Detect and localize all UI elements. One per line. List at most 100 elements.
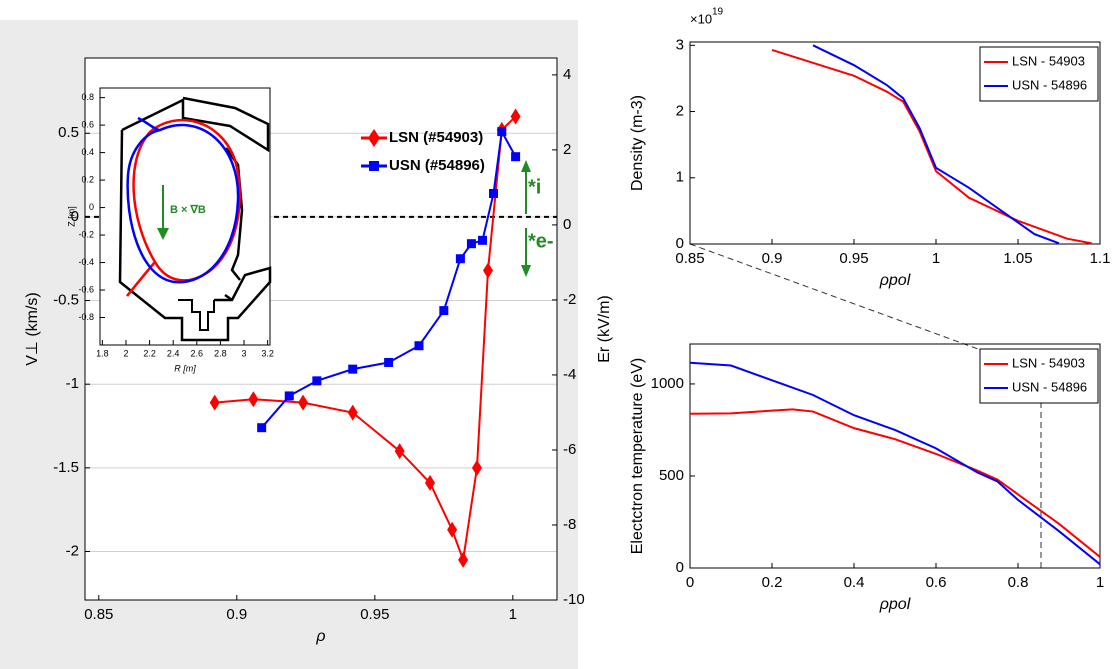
y-tick-label: 2 xyxy=(676,103,684,120)
x-tick-label: 0.2 xyxy=(762,574,783,591)
legend-label: LSN (#54903) xyxy=(389,129,483,146)
y-tick-label: -0.5 xyxy=(53,292,79,309)
marker xyxy=(466,239,476,249)
y-tick-label: 0 xyxy=(676,559,684,576)
chart: 1.8 2 2.2 2.4 2.6 2.8 3 3.2 -0.8 -0.6 -0.4 -0.2 0 0.2… xyxy=(66,87,274,373)
y-axis-label: Density (m-3) xyxy=(629,95,646,191)
marker xyxy=(458,551,469,568)
x-tick-label: 0.95 xyxy=(360,606,389,623)
marker xyxy=(298,394,309,411)
annotation: B × ∇B xyxy=(170,204,206,216)
x-tick-label: 2.2 xyxy=(143,348,156,358)
marker xyxy=(510,108,521,125)
y-tick-label: -1 xyxy=(66,375,79,392)
y-tick-label: 500 xyxy=(659,467,684,484)
legend-marker xyxy=(368,129,380,147)
legend-box xyxy=(979,46,1099,102)
marker xyxy=(348,364,358,374)
plot-frame xyxy=(689,41,1101,245)
inset-bg xyxy=(100,88,270,345)
y-tick-label: 1 xyxy=(676,169,684,186)
x-tick-label: 0.95 xyxy=(839,250,868,267)
marker xyxy=(447,521,458,538)
plot-frame xyxy=(99,87,271,346)
marker xyxy=(497,127,507,137)
y-tick-label: -0.4 xyxy=(78,257,94,267)
y-axis-label: Z [m] xyxy=(66,206,76,227)
marker xyxy=(482,262,493,279)
y2-tick-label: -2 xyxy=(563,291,576,308)
y-tick-label: 0 xyxy=(89,202,94,212)
y-tick-label: 0.5 xyxy=(58,124,79,141)
y-tick-label: 0.8 xyxy=(81,92,94,102)
x-tick-label: 0 xyxy=(686,574,694,591)
x-axis-label: ρ xyxy=(315,628,325,645)
marker xyxy=(511,152,521,162)
marker xyxy=(425,474,436,491)
y2-tick-label: 0 xyxy=(563,216,571,233)
x-tick-label: 0.4 xyxy=(844,574,865,591)
usn-separatrix xyxy=(126,116,240,284)
y-tick-label: -1.5 xyxy=(53,459,79,476)
x-tick-label: 2 xyxy=(123,348,128,358)
y2-tick-label: -10 xyxy=(563,591,585,608)
marker xyxy=(284,391,294,401)
y-tick-label: 0.2 xyxy=(81,174,94,184)
x-tick-label: 3 xyxy=(242,348,247,358)
series-line xyxy=(771,48,1092,245)
x-tick-label: 0.8 xyxy=(1008,574,1029,591)
marker xyxy=(489,189,499,198)
marker xyxy=(439,306,449,316)
x-tick-label: 0.9 xyxy=(762,250,783,267)
y2-tick-label: 2 xyxy=(563,141,571,158)
series-line xyxy=(812,44,1060,245)
x-tick-label: 0.6 xyxy=(926,574,947,591)
x-tick-label: 2.6 xyxy=(191,348,204,358)
y2-tick-label: 4 xyxy=(563,66,571,83)
marker xyxy=(455,254,465,264)
x-axis-label: ρpol xyxy=(879,272,911,289)
marker xyxy=(394,443,405,460)
y-tick-label: -0.8 xyxy=(78,312,94,322)
x-tick-label: 1 xyxy=(1096,574,1104,591)
plot-frame xyxy=(689,343,1101,569)
y2-axis-label: Er (kV/m) xyxy=(596,295,613,363)
series-line xyxy=(689,361,1101,566)
marker xyxy=(384,357,394,367)
vessel-wall xyxy=(118,96,272,342)
annotation: *e- xyxy=(528,230,554,252)
x-tick-label: 1 xyxy=(509,606,517,623)
y-tick-label: 1000 xyxy=(651,375,684,392)
y-tick-label: -0.6 xyxy=(78,284,94,294)
legend-label: USN - 54896 xyxy=(1012,379,1087,394)
y-multiplier: ×10 xyxy=(690,11,712,26)
y-tick-label: 0.6 xyxy=(81,119,94,129)
chart: 0 0.2 0.4 0.6 0.8 1 0 500 1000 ρpol Electctron tem… xyxy=(629,343,1104,613)
x-tick-label: 0.85 xyxy=(675,250,704,267)
legend-marker xyxy=(369,161,379,171)
electron-arrow-head xyxy=(521,265,531,277)
x-tick-label: 0.9 xyxy=(226,606,247,623)
plot-frame xyxy=(84,57,558,601)
legend-label: USN (#54896) xyxy=(389,157,485,174)
y-axis-label: Electctron temperature (eV) xyxy=(629,358,646,555)
divertor xyxy=(178,299,215,331)
x-tick-label: 0.85 xyxy=(84,606,113,623)
y-multiplier-exp: 19 xyxy=(712,7,724,18)
marker xyxy=(257,423,267,433)
x-tick-label: 3.2 xyxy=(261,348,274,358)
chart: 0.85 0.9 0.95 1 1.05 1.1 0 1 2 3 ρpol Density (m-3)… xyxy=(629,7,1110,290)
y2-tick-label: -6 xyxy=(563,441,576,458)
inset xyxy=(100,88,272,345)
x-tick-label: 2.4 xyxy=(167,348,180,358)
x-tick-label: 2.8 xyxy=(214,348,227,358)
y2-tick-label: -8 xyxy=(563,516,576,533)
legend-box xyxy=(979,348,1099,404)
x-tick-label: 1.8 xyxy=(96,348,109,358)
x-axis-label: R [m] xyxy=(174,363,196,373)
marker xyxy=(414,341,424,351)
x-tick-label: 1.1 xyxy=(1090,250,1111,267)
marker xyxy=(209,394,220,411)
legend-label: LSN - 54903 xyxy=(1012,355,1085,370)
